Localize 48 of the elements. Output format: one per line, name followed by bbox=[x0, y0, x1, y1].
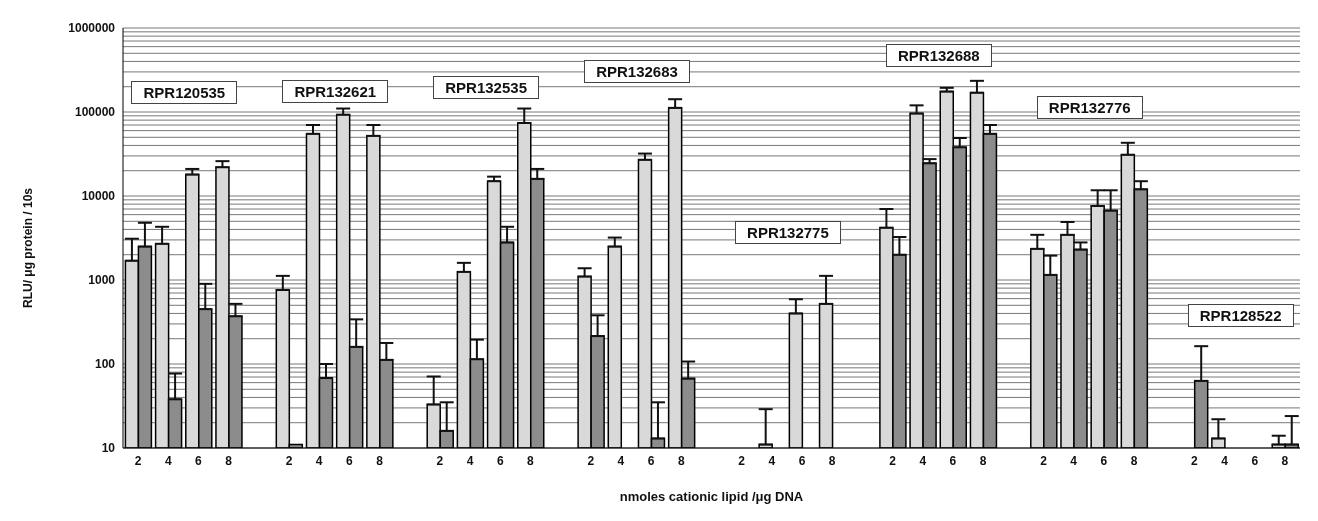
x-tick-label: 8 bbox=[527, 453, 535, 468]
y-tick-label: 100 bbox=[94, 357, 116, 372]
y-tick-label: 1000000 bbox=[68, 21, 116, 36]
x-tick-label: 6 bbox=[346, 453, 353, 468]
x-tick-label: 2 bbox=[1191, 453, 1199, 468]
x-tick-label: 6 bbox=[1251, 453, 1259, 468]
y-tick-label: 1000 bbox=[88, 273, 116, 288]
annotation: RPR128522 bbox=[1187, 304, 1294, 327]
x-tick-label: 8 bbox=[376, 453, 384, 468]
x-tick-label: 2 bbox=[587, 453, 595, 468]
x-tick-label: 4 bbox=[919, 453, 927, 468]
x-tick-label: 6 bbox=[1100, 453, 1108, 468]
x-tick-label: 6 bbox=[496, 453, 504, 468]
annotation: RPR132621 bbox=[282, 80, 389, 103]
x-tick-label: 4 bbox=[768, 453, 776, 468]
x-tick-label: 8 bbox=[225, 453, 233, 468]
x-tick-label: 8 bbox=[677, 453, 685, 468]
annotation: RPR132775 bbox=[734, 221, 841, 244]
y-tick-label: 100000 bbox=[74, 105, 116, 120]
x-tick-label: 2 bbox=[436, 453, 444, 468]
x-tick-label: 6 bbox=[195, 453, 203, 468]
x-tick-label: 2 bbox=[1040, 453, 1048, 468]
x-tick-label: 6 bbox=[798, 453, 806, 468]
x-tick-label: 4 bbox=[466, 453, 474, 468]
x-tick-label: 8 bbox=[1281, 453, 1289, 468]
x-tick-label: 4 bbox=[164, 453, 172, 468]
x-tick-label: 4 bbox=[1070, 453, 1078, 468]
annotation: RPR132683 bbox=[584, 60, 691, 83]
annotation: RPR132776 bbox=[1036, 96, 1143, 119]
x-tick-label: 4 bbox=[1221, 453, 1229, 468]
x-tick-label: 4 bbox=[315, 453, 323, 468]
annotation: RPR132688 bbox=[885, 44, 992, 67]
x-tick-label: 2 bbox=[738, 453, 746, 468]
x-tick-label: 8 bbox=[828, 453, 836, 468]
y-tick-label: 10000 bbox=[81, 189, 116, 204]
x-tick-label: 8 bbox=[979, 453, 987, 468]
x-tick-label: 6 bbox=[647, 453, 655, 468]
annotation: RPR120535 bbox=[131, 81, 238, 104]
annotation: RPR132535 bbox=[433, 76, 540, 99]
x-tick-label: 6 bbox=[949, 453, 957, 468]
x-tick-label: 2 bbox=[134, 453, 142, 468]
y-axis-title: RLU/ μg protein / 10s bbox=[21, 187, 36, 308]
x-axis-title: nmoles cationic lipid /μg DNA bbox=[619, 489, 804, 504]
y-tick-label: 10 bbox=[101, 441, 116, 456]
x-tick-label: 8 bbox=[1130, 453, 1138, 468]
x-tick-label: 4 bbox=[617, 453, 625, 468]
x-tick-label: 2 bbox=[889, 453, 897, 468]
x-tick-label: 2 bbox=[285, 453, 293, 468]
